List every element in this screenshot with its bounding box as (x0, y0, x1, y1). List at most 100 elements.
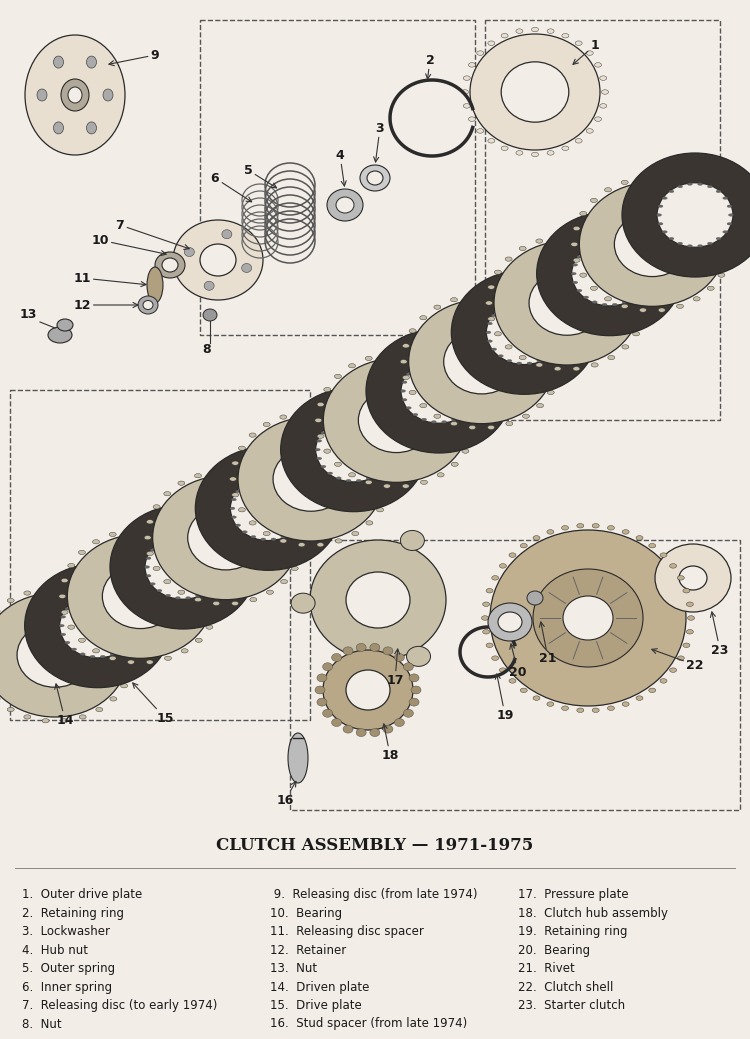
Ellipse shape (464, 76, 470, 80)
Ellipse shape (323, 358, 470, 482)
Ellipse shape (375, 472, 380, 475)
Ellipse shape (639, 317, 646, 321)
Ellipse shape (366, 521, 373, 525)
Ellipse shape (562, 146, 568, 151)
Ellipse shape (86, 56, 97, 69)
Ellipse shape (461, 89, 469, 95)
Text: 6.  Inner spring: 6. Inner spring (22, 981, 112, 993)
Ellipse shape (520, 543, 527, 548)
Text: CLUTCH ASSEMBLY — 1971-1975: CLUTCH ASSEMBLY — 1971-1975 (216, 836, 534, 853)
Ellipse shape (90, 593, 95, 596)
Text: 10.  Bearing: 10. Bearing (270, 906, 342, 920)
Ellipse shape (657, 183, 733, 247)
Ellipse shape (592, 708, 599, 713)
Ellipse shape (61, 79, 89, 111)
Ellipse shape (442, 358, 446, 362)
Ellipse shape (346, 479, 351, 482)
Text: 9: 9 (109, 49, 159, 65)
Text: 3: 3 (374, 122, 384, 162)
Ellipse shape (382, 431, 386, 434)
Ellipse shape (110, 532, 116, 536)
Ellipse shape (420, 316, 427, 320)
Ellipse shape (460, 414, 465, 416)
Ellipse shape (146, 552, 154, 556)
Ellipse shape (658, 308, 665, 313)
Ellipse shape (182, 648, 188, 652)
Ellipse shape (336, 197, 354, 213)
Ellipse shape (488, 317, 495, 321)
Ellipse shape (547, 151, 554, 155)
Text: 12: 12 (74, 298, 138, 312)
Ellipse shape (315, 419, 322, 423)
Ellipse shape (188, 505, 264, 570)
Ellipse shape (231, 515, 236, 518)
Ellipse shape (155, 252, 185, 278)
Ellipse shape (185, 596, 190, 600)
Ellipse shape (632, 270, 640, 274)
Ellipse shape (375, 425, 380, 427)
Ellipse shape (649, 688, 656, 693)
Text: 20.  Bearing: 20. Bearing (518, 943, 590, 957)
Ellipse shape (298, 520, 305, 524)
Ellipse shape (128, 669, 134, 673)
Ellipse shape (366, 477, 371, 479)
Ellipse shape (261, 538, 266, 540)
Ellipse shape (376, 446, 383, 450)
Ellipse shape (724, 258, 731, 262)
Ellipse shape (358, 389, 434, 453)
Ellipse shape (328, 472, 332, 475)
Text: 12.  Retainer: 12. Retainer (270, 943, 346, 957)
Ellipse shape (324, 388, 331, 392)
Ellipse shape (547, 530, 554, 534)
Ellipse shape (533, 536, 540, 540)
Ellipse shape (631, 248, 636, 251)
Text: 8: 8 (202, 343, 211, 356)
Ellipse shape (280, 539, 286, 543)
Ellipse shape (649, 543, 656, 548)
Ellipse shape (336, 420, 341, 423)
Ellipse shape (367, 171, 383, 185)
Ellipse shape (486, 588, 493, 593)
Ellipse shape (698, 183, 703, 185)
Ellipse shape (298, 552, 305, 556)
Ellipse shape (128, 660, 134, 664)
Ellipse shape (482, 616, 488, 620)
Ellipse shape (68, 625, 75, 630)
Ellipse shape (575, 138, 582, 143)
Ellipse shape (636, 696, 643, 700)
Ellipse shape (718, 211, 725, 216)
Ellipse shape (516, 29, 523, 33)
Ellipse shape (68, 563, 75, 567)
Ellipse shape (452, 270, 597, 395)
Text: 17: 17 (386, 649, 404, 687)
Ellipse shape (322, 663, 332, 671)
Ellipse shape (222, 230, 232, 239)
Ellipse shape (556, 340, 561, 343)
Ellipse shape (212, 579, 220, 583)
Ellipse shape (302, 507, 307, 509)
Ellipse shape (433, 415, 441, 419)
Ellipse shape (545, 354, 550, 357)
Ellipse shape (406, 646, 430, 666)
Ellipse shape (413, 414, 418, 416)
Ellipse shape (486, 331, 490, 334)
Ellipse shape (251, 479, 256, 481)
Ellipse shape (604, 188, 611, 192)
Ellipse shape (485, 301, 493, 305)
Ellipse shape (602, 89, 608, 95)
Ellipse shape (470, 34, 600, 150)
Ellipse shape (324, 449, 331, 453)
Ellipse shape (483, 630, 490, 634)
Ellipse shape (316, 439, 322, 443)
Ellipse shape (110, 505, 256, 629)
Ellipse shape (271, 476, 276, 479)
Ellipse shape (517, 362, 522, 365)
Ellipse shape (527, 362, 532, 365)
Ellipse shape (536, 363, 543, 367)
Ellipse shape (537, 572, 639, 664)
Ellipse shape (552, 314, 557, 317)
Ellipse shape (232, 461, 238, 465)
Ellipse shape (638, 256, 643, 258)
Text: 15.  Drive plate: 15. Drive plate (270, 1000, 362, 1012)
Ellipse shape (604, 297, 611, 301)
